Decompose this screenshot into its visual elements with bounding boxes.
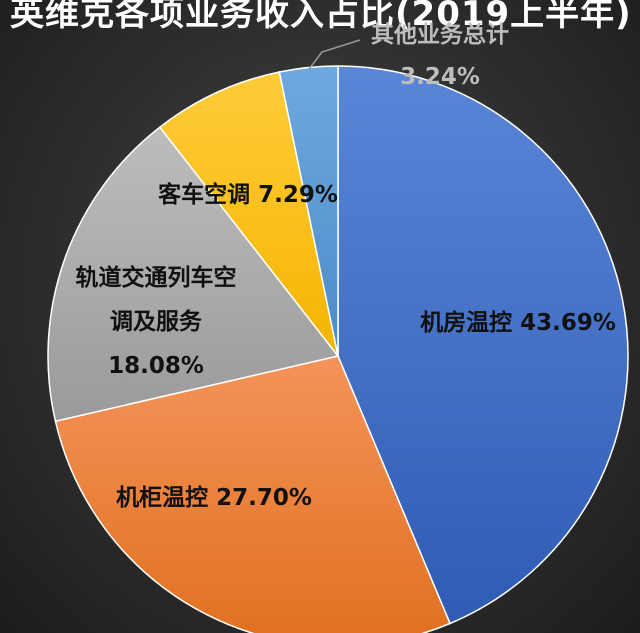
chart-title: 英维克各项业务收入占比(2019上半年) (10, 0, 632, 34)
data-label: 客车空调 7.29% (158, 181, 338, 208)
data-label-value: 18.08% (108, 353, 204, 379)
data-label-name: 其他业务总计 (371, 21, 509, 48)
data-label-name: 轨道交通列车空 (76, 264, 237, 291)
pie-slice (337, 65, 629, 625)
pie-slice (278, 65, 339, 357)
data-label-name: 调及服务 (110, 309, 203, 335)
data-label: 机房温控 43.69% (420, 309, 616, 336)
data-label: 机柜温控 27.70% (116, 484, 312, 511)
pie-slice (47, 126, 340, 423)
data-label-value: 3.24% (400, 64, 480, 90)
pie-slice (54, 355, 451, 633)
leader-line (308, 39, 361, 70)
